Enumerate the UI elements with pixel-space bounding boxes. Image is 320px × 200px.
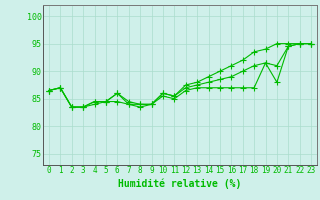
- X-axis label: Humidité relative (%): Humidité relative (%): [118, 178, 242, 189]
